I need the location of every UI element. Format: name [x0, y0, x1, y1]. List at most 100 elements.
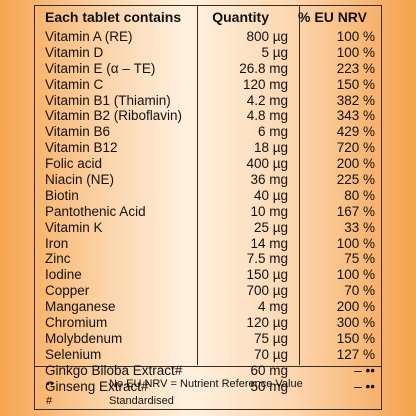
table-row: Vitamin B12 18 µg 720 % [35, 140, 381, 156]
nutrient-quantity: 4 mg [257, 299, 288, 315]
table-row: Vitamin B1 (Thiamin) 4.2 mg 382 % [35, 93, 381, 109]
nutrient-nrv: 720 % [336, 140, 375, 156]
nutrient-quantity: 14 mg [250, 235, 288, 251]
nutrient-nrv: 70 % [344, 283, 375, 299]
nutrient-nrv: – •• [354, 362, 375, 378]
table-row: Chromium 120 µg 300 % [35, 315, 381, 331]
table-row: Iron 14 mg 100 % [35, 236, 381, 252]
nutrient-quantity: 10 mg [250, 203, 288, 219]
nutrient-quantity: 4.2 mg [246, 92, 288, 108]
nutrient-name: Copper [45, 283, 90, 299]
table-row: Vitamin D 5 µg 100 % [35, 45, 381, 61]
footnote-symbol: •• [46, 378, 54, 390]
nutrient-nrv: 223 % [336, 60, 375, 76]
nutrient-name: Vitamin B1 (Thiamin) [45, 92, 171, 108]
nutrient-name: Vitamin D [45, 44, 104, 60]
nutrient-quantity: 120 µg [246, 315, 288, 331]
footnote-text: No EU NRV = Nutrient Reference Value [109, 378, 303, 390]
nutrient-name: Vitamin K [45, 219, 103, 235]
nutrient-name: Vitamin B2 (Riboflavin) [45, 108, 183, 124]
nutrient-quantity: 40 µg [253, 187, 288, 203]
nutrient-name: Zinc [45, 251, 71, 267]
nutrition-table-panel: Each tablet contains Quantity % EU NRV V… [34, 5, 382, 410]
nutrient-nrv: 150 % [336, 330, 375, 346]
nutrient-quantity: 7.5 mg [246, 251, 288, 267]
nutrient-nrv: 100 % [336, 29, 375, 44]
nutrient-nrv: 100 % [336, 267, 375, 283]
nutrient-name: Vitamin A (RE) [45, 29, 133, 44]
nutrient-name: Folic acid [45, 156, 103, 172]
nutrient-nrv: 127 % [336, 346, 375, 362]
nutrient-name: Pantothenic Acid [45, 203, 146, 219]
table-row: Vitamin K 25 µg 33 % [35, 220, 381, 236]
nutrient-name: Niacin (NE) [45, 172, 115, 188]
nutrient-quantity: 5 µg [261, 44, 288, 60]
nutrient-nrv: 33 % [344, 219, 375, 235]
nutrient-nrv: – •• [354, 378, 375, 394]
nutrient-name: Manganese [45, 299, 116, 315]
nutrient-nrv: 200 % [336, 299, 375, 315]
table-row: Selenium 70 µg 127 % [35, 347, 381, 363]
nutrient-quantity: 25 µg [253, 219, 288, 235]
nutrient-quantity: 26.8 mg [239, 60, 288, 76]
nutrient-quantity: 36 mg [250, 172, 288, 188]
table-row: Vitamin E (α – TE) 26.8 mg 223 % [35, 61, 381, 77]
nutrient-nrv: 225 % [336, 172, 375, 188]
table-row: Biotin 40 µg 80 % [35, 188, 381, 204]
table-header: Each tablet contains Quantity % EU NRV [35, 9, 381, 27]
nutrient-nrv: 343 % [336, 108, 375, 124]
nutrient-quantity: 800 µg [246, 29, 288, 44]
nutrient-name: Vitamin B12 [45, 140, 118, 156]
nutrient-nrv: 382 % [336, 92, 375, 108]
nutrient-nrv: 100 % [336, 235, 375, 251]
nutrient-quantity: 4.8 mg [246, 108, 288, 124]
table-row: Iodine 150 µg 100 % [35, 267, 381, 283]
table-row: Zinc 7.5 mg 75 % [35, 251, 381, 267]
nutrient-quantity: 75 µg [253, 330, 288, 346]
nutrient-nrv: 100 % [336, 44, 375, 60]
header-nrv: % EU NRV [298, 9, 367, 25]
nutrient-nrv: 75 % [344, 251, 375, 267]
nutrient-name: Selenium [45, 346, 102, 362]
footnote-text: Standardised [109, 395, 174, 407]
table-row: Vitamin B6 6 mg 429 % [35, 124, 381, 140]
table-row: Ginseng Extract# 50 mg – •• [35, 379, 381, 395]
nutrient-quantity: 150 µg [246, 267, 288, 283]
table-row: Folic acid 400 µg 200 % [35, 156, 381, 172]
nutrient-name: Chromium [45, 315, 108, 331]
nutrient-name: Iron [45, 235, 69, 251]
nutrient-quantity: 18 µg [253, 140, 288, 156]
nutrient-name: Vitamin B6 [45, 124, 111, 140]
nutrient-quantity: 700 µg [246, 283, 288, 299]
nutrient-quantity: 400 µg [246, 156, 288, 172]
nutrient-name: Ginkgo Biloba Extract# [45, 362, 183, 378]
nutrient-nrv: 150 % [336, 76, 375, 92]
nutrient-quantity: 120 mg [242, 76, 288, 92]
nutrient-quantity: 70 µg [253, 346, 288, 362]
table-row: Vitamin B2 (Riboflavin) 4.8 mg 343 % [35, 108, 381, 124]
nutrient-name: Molybdenum [45, 330, 123, 346]
table-row: Niacin (NE) 36 mg 225 % [35, 172, 381, 188]
header-ingredient: Each tablet contains [45, 9, 182, 25]
nutrient-nrv: 80 % [344, 187, 375, 203]
table-row: Molybdenum 75 µg 150 % [35, 331, 381, 347]
footnote-divider [35, 366, 381, 367]
nutrient-nrv: 200 % [336, 156, 375, 172]
nutrient-quantity: 50 mg [250, 378, 288, 394]
nutrient-name: Biotin [45, 187, 79, 203]
table-body: Vitamin A (RE) 800 µg 100 % Vitamin D 5 µg 10… [35, 29, 381, 394]
nutrient-name: Iodine [45, 267, 82, 283]
nutrient-name: Vitamin C [45, 76, 104, 92]
nutrient-name: Ginseng Extract# [45, 378, 149, 394]
table-row: Vitamin A (RE) 800 µg 100 % [35, 29, 381, 45]
column-divider [197, 6, 198, 365]
nutrient-quantity: 60 mg [250, 362, 288, 378]
table-row: Manganese 4 mg 200 % [35, 299, 381, 315]
nutrient-nrv: 167 % [336, 203, 375, 219]
table-row: Ginkgo Biloba Extract# 60 mg – •• [35, 363, 381, 379]
table-row: Copper 700 µg 70 % [35, 283, 381, 299]
table-row: Vitamin C 120 mg 150 % [35, 77, 381, 93]
nutrient-nrv: 429 % [336, 124, 375, 140]
footnote-symbol: # [46, 395, 53, 407]
nutrient-nrv: 300 % [336, 315, 375, 331]
